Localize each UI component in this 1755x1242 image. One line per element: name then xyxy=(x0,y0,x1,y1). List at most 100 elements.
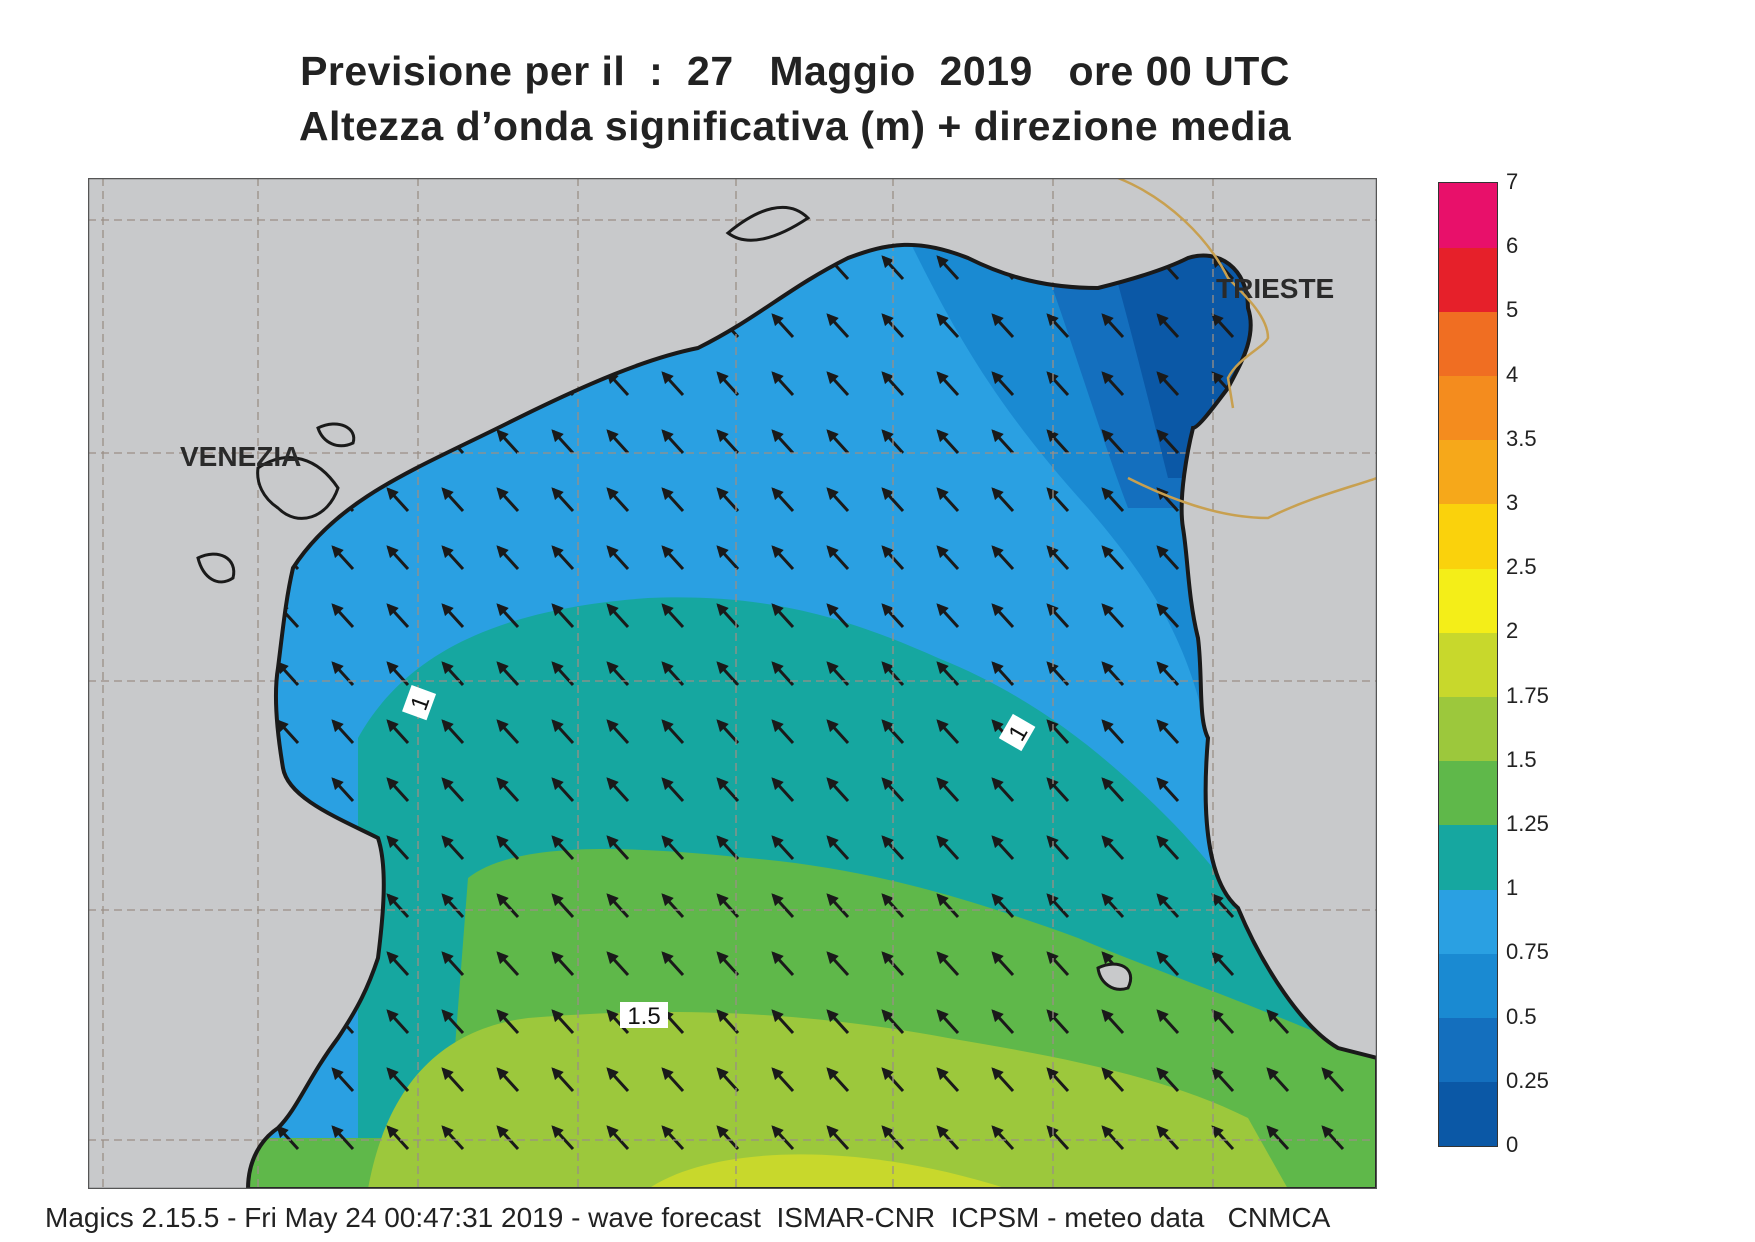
wave-arrow xyxy=(771,951,795,977)
wave-arrow xyxy=(1156,835,1180,861)
wave-arrow xyxy=(936,1067,960,1093)
wave-arrow xyxy=(771,313,795,339)
wave-arrow xyxy=(1156,545,1180,571)
wave-arrow xyxy=(826,371,850,397)
wave-arrow xyxy=(441,893,465,919)
legend-swatch xyxy=(1439,375,1497,441)
legend-swatch xyxy=(1439,696,1497,762)
wave-arrow xyxy=(1211,1067,1235,1093)
forecast-date-title: Previsione per il : 27 Maggio 2019 ore 0… xyxy=(300,48,1290,94)
wave-arrow xyxy=(716,835,740,861)
wave-arrow xyxy=(661,1125,685,1151)
wave-arrow xyxy=(1211,1125,1235,1151)
wave-arrow xyxy=(441,545,465,571)
wave-arrow xyxy=(1156,1125,1180,1151)
wave-arrow xyxy=(606,429,630,455)
wave-arrow xyxy=(991,313,1015,339)
wave-arrow xyxy=(716,1125,740,1151)
wave-arrow xyxy=(551,719,575,745)
wave-arrow xyxy=(936,777,960,803)
legend-tick-label: 2 xyxy=(1506,618,1519,644)
wave-arrow xyxy=(716,661,740,687)
wave-arrow xyxy=(771,487,795,513)
wave-arrow xyxy=(551,429,575,455)
legend-tick-label: 1.25 xyxy=(1506,811,1549,836)
wave-arrow xyxy=(386,545,410,571)
wave-arrow xyxy=(496,893,520,919)
wave-arrow xyxy=(936,255,960,281)
wave-arrow xyxy=(881,1009,905,1035)
wave-arrow xyxy=(386,487,410,513)
wave-arrow xyxy=(1046,545,1070,571)
wave-arrow xyxy=(1156,313,1180,339)
wave-arrow xyxy=(551,1125,575,1151)
wave-arrow xyxy=(716,893,740,919)
wave-arrow xyxy=(661,545,685,571)
venice-lagoon-islands xyxy=(196,205,1133,991)
wave-arrow xyxy=(991,603,1015,629)
contour-label-1.5: 1.5 xyxy=(620,1002,668,1030)
wave-arrow xyxy=(826,719,850,745)
wave-arrow xyxy=(826,835,850,861)
wave-arrow xyxy=(496,487,520,513)
wave-arrow xyxy=(826,777,850,803)
wave-arrow xyxy=(771,429,795,455)
legend-swatch xyxy=(1439,568,1497,633)
wave-arrow xyxy=(1211,1009,1235,1035)
border-line xyxy=(1117,178,1377,520)
wave-arrow xyxy=(1046,835,1070,861)
wave-arrow xyxy=(606,835,630,861)
wave-arrow xyxy=(1101,603,1125,629)
wave-arrow xyxy=(441,487,465,513)
wave-arrow xyxy=(1046,719,1070,745)
wave-arrow xyxy=(1321,1125,1345,1151)
legend-swatch xyxy=(1439,183,1497,248)
wave-arrow xyxy=(661,371,685,397)
wave-arrow xyxy=(1101,371,1125,397)
wave-arrow xyxy=(991,545,1015,571)
legend-swatch xyxy=(1439,953,1497,1019)
legend-swatch xyxy=(1439,889,1497,954)
wave-arrow xyxy=(1156,371,1180,397)
graticule xyxy=(88,178,1377,1189)
wave-arrow xyxy=(661,1067,685,1093)
wave-arrow xyxy=(441,1009,465,1035)
wave-arrow xyxy=(661,429,685,455)
legend-swatch xyxy=(1439,632,1497,698)
wave-arrow xyxy=(1101,1009,1125,1035)
wave-arrow xyxy=(551,951,575,977)
legend-swatch xyxy=(1439,439,1497,505)
wave-arrow xyxy=(1321,1067,1345,1093)
wave-arrow xyxy=(771,371,795,397)
legend-tick-label: 3.5 xyxy=(1506,425,1537,451)
wave-arrow xyxy=(441,951,465,977)
wave-arrow xyxy=(661,487,685,513)
color-scale-legend xyxy=(1438,182,1498,1147)
wave-arrow xyxy=(496,835,520,861)
wave-arrow xyxy=(1046,1009,1070,1035)
legend-swatch xyxy=(1439,1017,1497,1083)
wave-arrow xyxy=(936,661,960,687)
wave-arrow xyxy=(386,1009,410,1035)
wave-arrow xyxy=(496,951,520,977)
wave-arrow xyxy=(936,545,960,571)
wave-arrow xyxy=(1156,719,1180,745)
contour-label-1b: 1 xyxy=(998,713,1036,752)
wave-arrow xyxy=(771,1009,795,1035)
wave-arrow xyxy=(441,1067,465,1093)
wave-arrow xyxy=(496,603,520,629)
wave-arrow xyxy=(661,835,685,861)
wave-arrow xyxy=(551,545,575,571)
wave-arrow xyxy=(826,429,850,455)
wave-arrow xyxy=(496,777,520,803)
wave-arrow xyxy=(276,719,300,745)
wave-arrow xyxy=(1156,429,1180,455)
wave-arrow xyxy=(1266,1067,1290,1093)
wave-arrow xyxy=(936,893,960,919)
wave-arrow xyxy=(716,603,740,629)
wave-arrow xyxy=(1266,1009,1290,1035)
wave-arrow xyxy=(771,893,795,919)
wave-arrow xyxy=(661,951,685,977)
wave-arrow xyxy=(991,429,1015,455)
wave-arrow xyxy=(1266,1125,1290,1151)
